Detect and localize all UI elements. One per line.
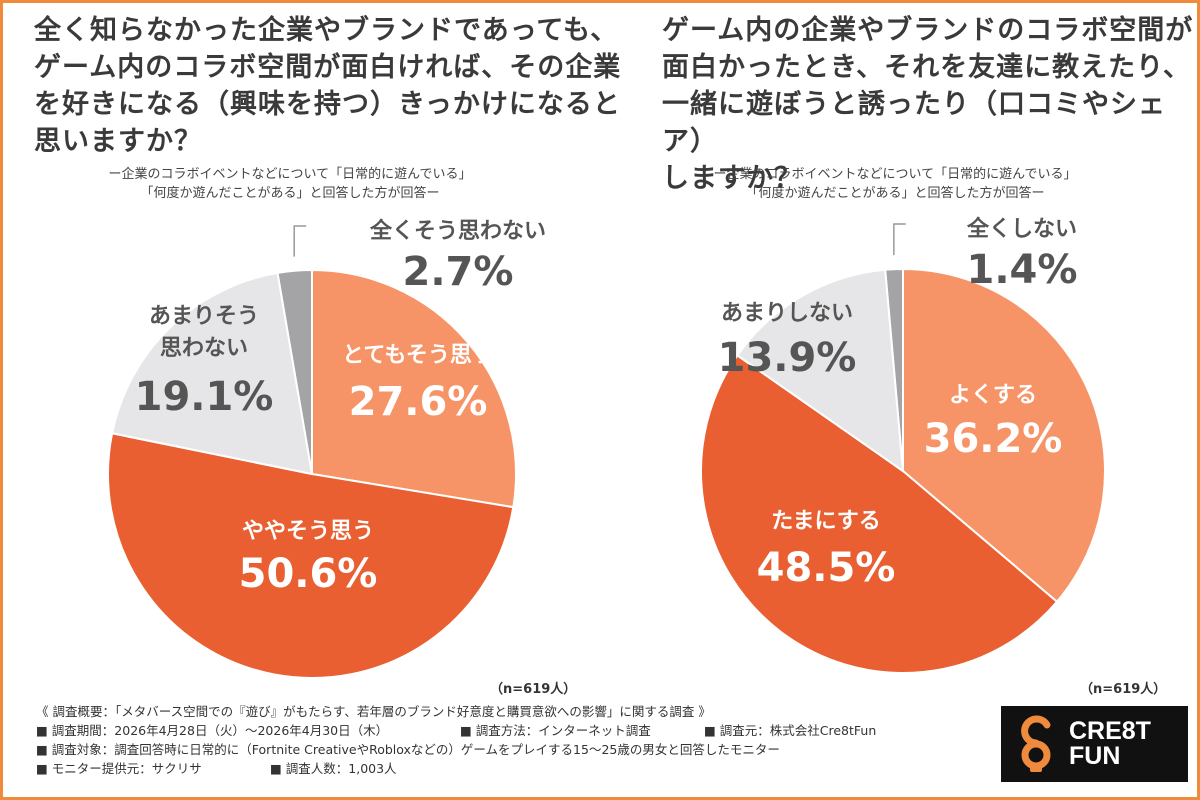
left-subtitle: ー企業のコラボイベントなどについて「日常的に遊んでいる」 「何度か遊んだことがあ… [108,167,472,201]
survey-summary: 《 調査概要：「メタバース空間での『遊び』がもたらす、若年層のブランド好意度と購… [36,704,711,719]
left-slice-value-0: 27.6% [349,379,488,425]
survey-target: ■ 調査対象：調査回答時に日常的に（Fortnite CreativeやRobl… [36,742,780,757]
right-subtitle: ー企業のコラボイベントなどについて「日常的に遊んでいる」 「何度か遊んだことがあ… [713,167,1077,201]
left-leader-line [293,225,307,257]
right-pie-slice-0 [902,267,1106,604]
left-slice-label-2: 思わない [160,336,248,361]
survey-source: ■ 調査元：株式会社Cre8tFun [703,723,877,738]
left-slice-label-2: あまりそう [149,304,259,329]
left-pie-slice-1 [107,432,515,679]
left-slice-label-3: 全くそう思わない [369,218,546,244]
logo-line2: FUN [1069,742,1121,770]
left-pie-slice-3 [276,268,313,475]
left-question-title: 全く知らなかった企業やブランドであっても、 ゲーム内のコラボ空間が面白ければ、そ… [34,15,622,157]
right-leader-line [893,223,906,256]
right-pie-slice-3 [884,267,904,472]
right-slice-value-3: 1.4% [967,247,1078,293]
cre8tfun-logo: CRE8T FUN [1001,706,1188,782]
left-slice-label-1: ややそう思う [242,519,374,544]
left-pie-slice-0 [311,268,517,509]
survey-footer: 《 調査概要：「メタバース空間での『遊び』がもたらす、若年層のブランド好意度と購… [36,702,876,778]
survey-provider: ■ モニター提供元：サクリサ [36,761,202,776]
survey-period: ■ 調査期間：2026年4月28日（火）〜2026年4月30日（木） [36,723,389,738]
left-slice-label-0: とてもそう思う [342,343,494,368]
logo-line1: CRE8T [1069,717,1151,745]
left-pie-slice-2 [110,271,314,476]
survey-method: ■ 調査方法：インターネット調査 [459,723,651,738]
right-slice-label-1: たまにする [771,509,881,534]
survey-count: ■ 調査人数：1,003人 [269,761,397,776]
right-question-title: ゲーム内の企業やブランドのコラボ空間が 面白かったとき、それを友達に教えたり、 … [662,15,1194,194]
left-sample-size: （n=619人） [490,682,577,697]
right-slice-label-0: よくする [949,383,1037,408]
right-slice-value-2: 13.9% [718,335,857,381]
right-slice-value-1: 48.5% [757,545,896,591]
right-pie-slice-2 [735,268,905,474]
logo-mark-icon [1021,715,1051,772]
left-slice-value-1: 50.6% [239,551,378,597]
right-slice-value-0: 36.2% [924,416,1063,462]
left-slice-value-2: 19.1% [135,374,274,420]
right-slice-label-2: あまりしない [721,301,853,326]
right-slice-label-3: 全くしない [966,216,1077,242]
right-pie-slice-1 [700,353,1059,674]
left-slice-value-3: 2.7% [403,249,514,295]
right-sample-size: （n=619人） [1080,682,1167,697]
